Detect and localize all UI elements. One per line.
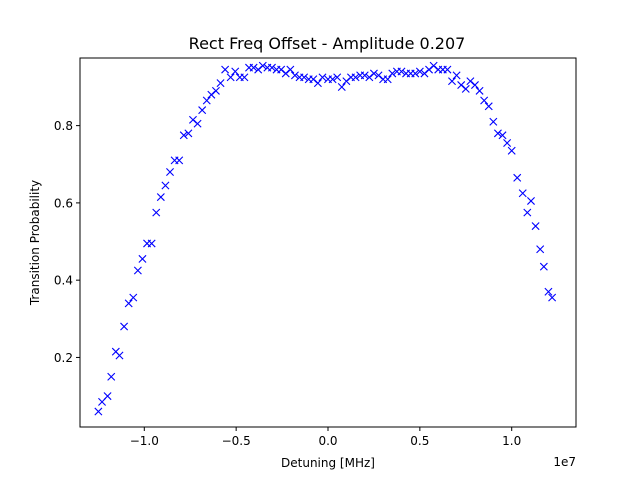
data-point <box>115 351 124 360</box>
x-axis: −1.0 −0.5 0.0 0.5 1.0 <box>130 427 521 448</box>
data-point <box>493 129 502 138</box>
data-point <box>221 65 230 74</box>
data-point <box>513 173 522 182</box>
data-point <box>161 181 170 190</box>
data-point <box>539 262 548 271</box>
y-tick-label: 0.8 <box>54 119 73 133</box>
data-point <box>448 77 456 86</box>
data-point <box>548 293 557 302</box>
data-point <box>351 73 360 82</box>
data-point <box>480 96 489 105</box>
data-point <box>527 196 535 205</box>
data-point <box>290 71 299 80</box>
x-tick-label: 0.5 <box>410 434 429 448</box>
x-tick-label: 1.0 <box>502 434 521 448</box>
y-tick-label: 0.4 <box>54 274 73 288</box>
data-point <box>313 79 322 88</box>
data-point <box>452 71 461 80</box>
data-point <box>193 119 202 128</box>
data-point <box>211 86 220 95</box>
data-point <box>518 189 527 198</box>
data-point <box>175 156 184 165</box>
data-point <box>267 63 276 72</box>
data-point <box>94 407 103 416</box>
data-point <box>544 287 553 296</box>
data-point <box>523 208 532 217</box>
data-point <box>369 69 378 78</box>
data-point <box>152 208 161 217</box>
data-markers <box>94 61 557 416</box>
data-point <box>411 69 420 78</box>
y-axis: 0.2 0.4 0.6 0.8 <box>54 119 80 365</box>
data-point <box>103 392 112 401</box>
x-tick-label: −1.0 <box>130 434 159 448</box>
data-point <box>318 73 327 82</box>
data-point <box>202 96 211 105</box>
data-point <box>489 117 498 126</box>
data-point <box>184 129 193 138</box>
data-point <box>231 67 240 76</box>
data-point <box>147 239 156 248</box>
data-point <box>240 73 249 82</box>
data-point <box>328 75 337 84</box>
y-tick-label: 0.6 <box>54 196 73 210</box>
x-tick-label: −0.5 <box>222 434 251 448</box>
data-point <box>179 131 188 140</box>
data-point <box>536 245 545 254</box>
data-point <box>138 254 147 263</box>
data-point <box>461 84 470 93</box>
data-point <box>286 65 295 74</box>
data-point <box>258 61 267 70</box>
data-point <box>443 65 452 74</box>
data-point <box>383 75 392 84</box>
data-point <box>226 73 235 82</box>
data-point <box>133 266 142 275</box>
data-point <box>249 63 258 72</box>
data-point <box>166 167 175 176</box>
data-point <box>300 73 309 82</box>
data-point <box>107 372 116 381</box>
data-point <box>388 69 397 78</box>
chart-title: Rect Freq Offset - Amplitude 0.207 <box>189 34 466 53</box>
data-point <box>360 71 369 80</box>
data-point <box>124 299 133 308</box>
x-tick-label: 0.0 <box>318 434 337 448</box>
x-axis-label: Detuning [MHz] <box>281 456 375 470</box>
data-point <box>198 106 207 115</box>
data-point <box>415 67 424 76</box>
data-point <box>333 73 342 82</box>
data-point <box>129 293 138 302</box>
data-point <box>470 81 479 90</box>
data-point <box>484 102 493 111</box>
data-point <box>507 146 516 155</box>
data-point <box>156 193 165 202</box>
data-point <box>498 131 507 140</box>
data-point <box>397 67 406 76</box>
y-axis-label: Transition Probability <box>28 180 42 306</box>
data-point <box>337 82 346 91</box>
data-point <box>503 139 512 147</box>
data-point <box>216 79 225 88</box>
data-point <box>120 322 129 331</box>
data-point <box>531 222 540 231</box>
x-axis-offset-label: 1e7 <box>553 455 576 469</box>
y-tick-label: 0.2 <box>54 351 73 365</box>
data-point <box>475 86 484 95</box>
